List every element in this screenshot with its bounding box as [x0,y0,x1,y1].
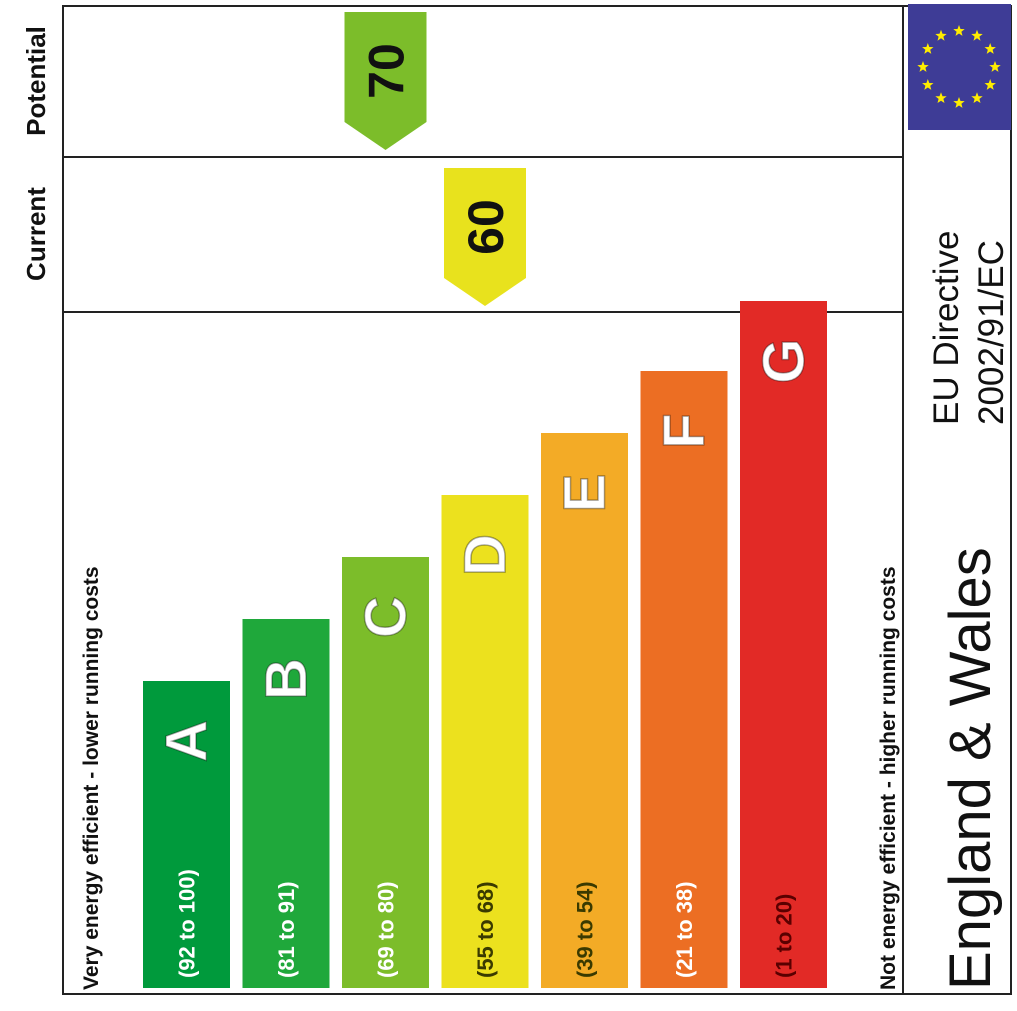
flag-star [935,29,947,41]
band-g: (1 to 20) G [740,301,827,988]
directive-line1: EU Directive [927,231,966,425]
band-c: (69 to 80) C [342,557,429,988]
flag-star [917,61,929,72]
potential-header: Potential [21,26,51,136]
band-bar [640,371,728,988]
band-range-label: (69 to 80) [374,881,399,978]
flag-star [953,25,965,36]
band-range-label: (39 to 54) [573,881,598,978]
band-letter: C [354,596,419,638]
flag-star [922,79,934,90]
band-range-label: (55 to 68) [473,881,498,978]
band-range-label: (81 to 91) [274,881,299,978]
band-letter: F [652,413,717,448]
eu-flag-icon [908,4,1011,130]
band-bar [242,619,330,988]
potential-rating-arrow-value: 70 [359,43,415,99]
band-range-label: (21 to 38) [672,881,697,978]
band-bar [143,681,230,988]
band-letter: D [453,534,518,576]
current-rating-arrow-value: 60 [458,199,514,255]
potential-rating-arrow: 70 [344,12,427,150]
band-letter: G [752,338,817,383]
band-letter: B [254,658,319,700]
flag-star [984,79,996,90]
band-f: (21 to 38) F [640,371,728,988]
band-a: (92 to 100) A [143,681,230,988]
top-note: Very energy efficient - lower running co… [80,566,103,990]
potential-rating-arrow-shape [344,12,427,150]
current-header: Current [21,187,51,281]
region-title: England & Wales [938,547,1003,990]
band-b: (81 to 91) B [242,619,330,988]
band-bar [441,495,529,988]
band-bar [342,557,429,988]
flag-star [935,92,947,103]
band-d: (55 to 68) D [441,495,529,988]
band-bar [541,433,628,988]
band-e: (39 to 54) E [541,433,628,988]
band-bar [740,301,827,988]
flag-star [971,29,983,41]
directive-line2: 2002/91/EC [972,240,1011,425]
flag-star [922,43,934,54]
rating-arrows: 70 60 [344,12,526,306]
flag-star [984,43,996,54]
band-range-label: (92 to 100) [175,869,200,978]
bottom-note: Not energy efficient - higher running co… [877,566,900,990]
current-rating-arrow: 60 [444,168,526,306]
flag-star [989,61,1001,72]
band-letter: A [155,720,220,762]
band-range-label: (1 to 20) [772,894,797,978]
current-rating-arrow-shape [444,168,526,306]
flag-star [953,97,965,108]
rating-bands: (92 to 100) A (81 to 91) B (69 to 80) C (55 to… [143,301,827,988]
flag-star [971,92,983,103]
band-letter: E [553,474,618,513]
